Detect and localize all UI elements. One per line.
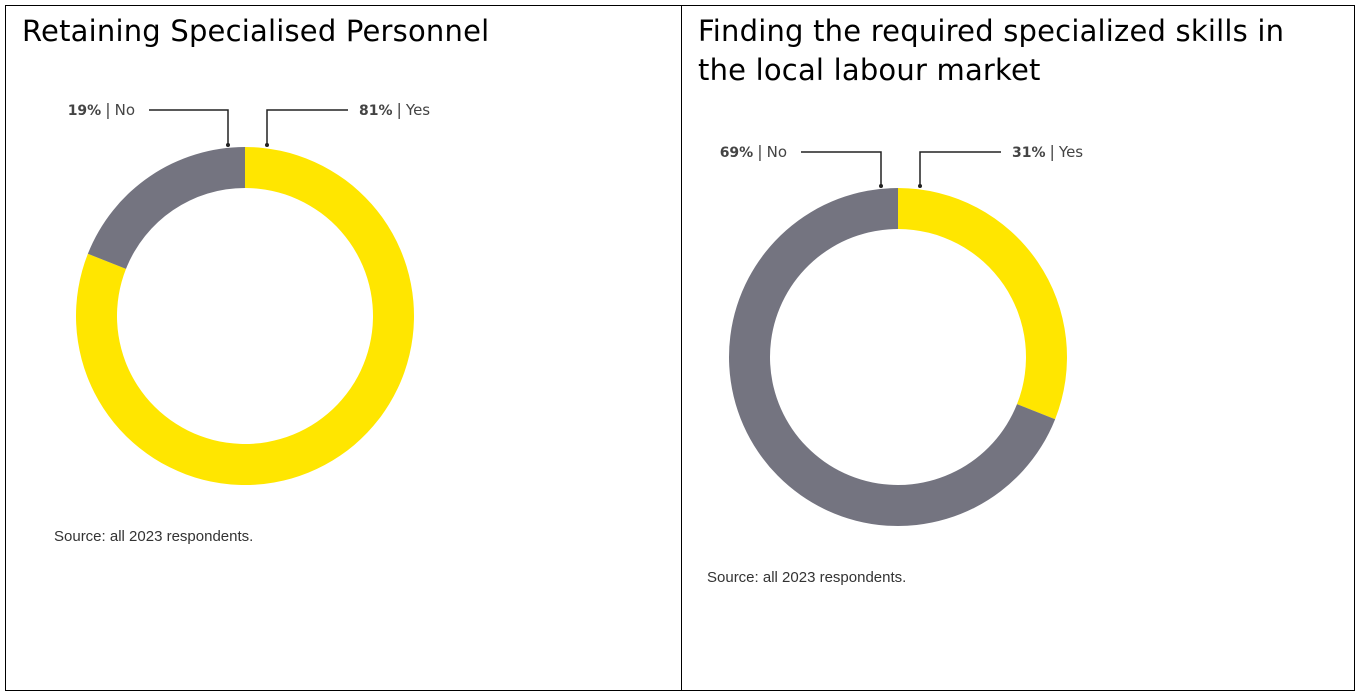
slice-label-yes: 31% | Yes: [1012, 142, 1083, 161]
leader-dot-yes: [918, 184, 922, 188]
chart-panel-retaining: Retaining Specialised Personnel 19% | No 81…: [6, 6, 681, 690]
leader-line-no: [149, 109, 229, 145]
donut-chart-retaining: 19% | No 81% | Yes: [68, 100, 430, 486]
source-note: Source: all 2023 respondents.: [54, 528, 254, 545]
leader-line-yes: [266, 109, 348, 145]
slice-label-no: 19% | No: [68, 100, 135, 119]
table-frame: [5, 5, 1355, 691]
slice-yes: [898, 188, 1067, 420]
slice-no: [87, 147, 246, 269]
leader-line-yes: [919, 151, 1001, 186]
slice-label-no: 69% | No: [720, 142, 787, 161]
chart-title: Finding the required specialized skills …: [698, 14, 1285, 87]
leader-line-no: [801, 151, 882, 186]
leader-dot-no: [226, 143, 230, 147]
donut-chart-finding-skills: 69% | No 31% | Yes: [720, 142, 1083, 526]
leader-dot-no: [879, 184, 883, 188]
slice-label-yes: 81% | Yes: [359, 100, 430, 119]
chart-panel-finding-skills: Finding the required specialized skills …: [682, 6, 1354, 690]
column-divider: [681, 5, 682, 691]
leader-dot-yes: [265, 143, 269, 147]
chart-title: Retaining Specialised Personnel: [22, 14, 490, 48]
source-note: Source: all 2023 respondents.: [707, 569, 907, 586]
